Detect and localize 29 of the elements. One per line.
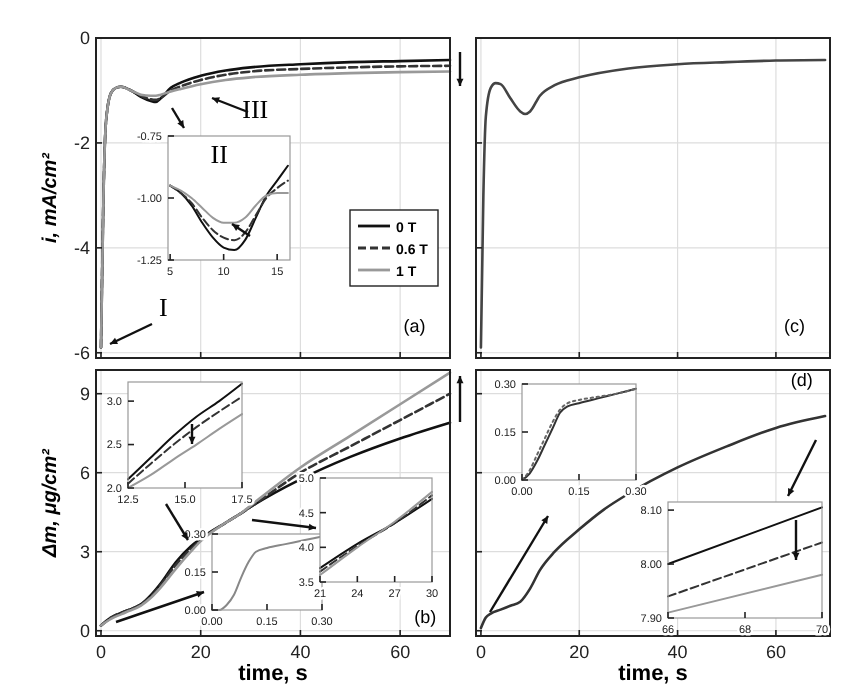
y-tick-label: 6 — [79, 463, 90, 484]
y-axis-title: Δm, μg/cm² — [40, 447, 62, 559]
x-tick-label: 60 — [765, 642, 786, 662]
line-series — [127, 395, 243, 485]
x-axis-title: time, s — [618, 662, 688, 686]
line-series — [169, 179, 289, 242]
annotation: III — [242, 94, 269, 124]
y-tick-label: -6 — [73, 343, 90, 364]
x-tick-label: 20 — [190, 642, 211, 662]
annotation: I — [158, 292, 168, 323]
annotation: (b) — [414, 606, 437, 627]
y-tick-label: 3 — [79, 542, 90, 563]
x-tick-label: 20 — [569, 642, 590, 662]
y-tick-label: 9 — [79, 384, 90, 404]
y-axis-title: i, mA/cm² — [40, 151, 62, 244]
y-tick-label: -4 — [73, 238, 90, 259]
x-tick-label: 0 — [475, 642, 486, 662]
annotation: (d) — [790, 369, 813, 390]
annotation: (a) — [403, 316, 426, 337]
x-axis-title: time, s — [238, 662, 308, 686]
line-series — [521, 387, 637, 481]
annotation: (c) — [784, 316, 806, 337]
y-tick-label: 0 — [79, 28, 90, 49]
x-tick-label: 40 — [667, 642, 688, 662]
x-tick-label: 60 — [390, 642, 411, 662]
line-series — [127, 382, 243, 481]
annotation: II — [210, 139, 228, 170]
y-tick-label: -2 — [73, 133, 90, 154]
x-tick-label: 40 — [290, 642, 311, 662]
